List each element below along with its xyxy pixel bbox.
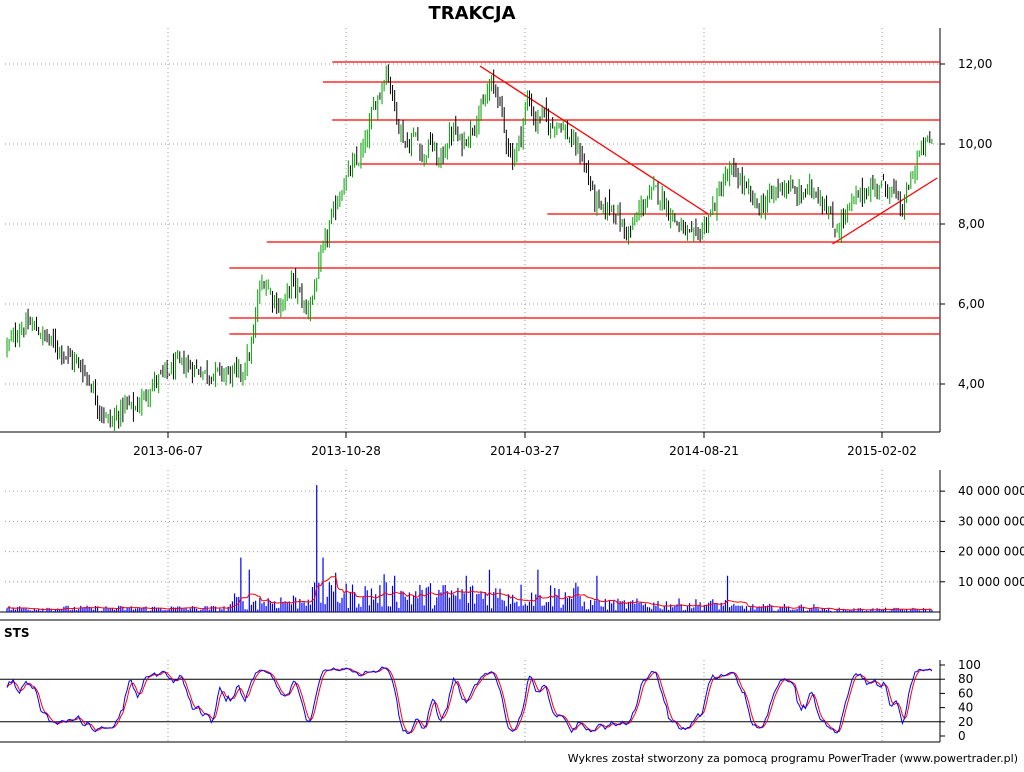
price-y-tick-label: 4,00 <box>958 377 985 391</box>
credit-text: Wykres został stworzony za pomocą progra… <box>568 752 1018 765</box>
price-y-tick-label: 12,00 <box>958 57 992 71</box>
price-y-tick-label: 6,00 <box>958 297 985 311</box>
sts-y-tick-label: 0 <box>958 729 966 743</box>
sts-k-line <box>6 666 933 735</box>
price-x-tick-label: 2014-03-27 <box>490 444 560 458</box>
sts-y-tick-label: 40 <box>958 701 973 715</box>
price-x-tick-label: 2015-02-02 <box>847 444 917 458</box>
chart-title: TRAKCJA <box>428 3 515 24</box>
trend-line <box>479 65 709 215</box>
price-panel: 2013-06-07 2013-10-28 2014-03-27 2014-08-21… <box>0 28 992 458</box>
volume-y-tick-label: 10 000 000 <box>958 575 1024 589</box>
price-y-tick-label: 8,00 <box>958 217 985 231</box>
sts-y-tick-label: 20 <box>958 715 973 729</box>
price-x-tick-label: 2013-10-28 <box>311 444 381 458</box>
volume-y-tick-label: 40 000 000 <box>958 484 1024 498</box>
trend-line <box>832 177 938 245</box>
volume-panel: 10 000 000 20 000 000 30 000 000 40 000 000 <box>0 470 1024 621</box>
price-x-tick-label: 2013-06-07 <box>133 444 203 458</box>
volume-ma-line <box>6 575 932 611</box>
volume-y-tick-label: 30 000 000 <box>958 514 1024 528</box>
volume-y-tick-label: 20 000 000 <box>958 545 1024 559</box>
sts-y-tick-label: 100 <box>958 658 981 672</box>
sts-d-line <box>6 667 932 734</box>
sts-y-tick-label: 60 <box>958 686 973 700</box>
sts-y-tick-label: 80 <box>958 672 973 686</box>
price-x-tick-label: 2014-08-21 <box>669 444 739 458</box>
sts-label: STS <box>4 626 29 640</box>
price-y-tick-label: 10,00 <box>958 137 992 151</box>
